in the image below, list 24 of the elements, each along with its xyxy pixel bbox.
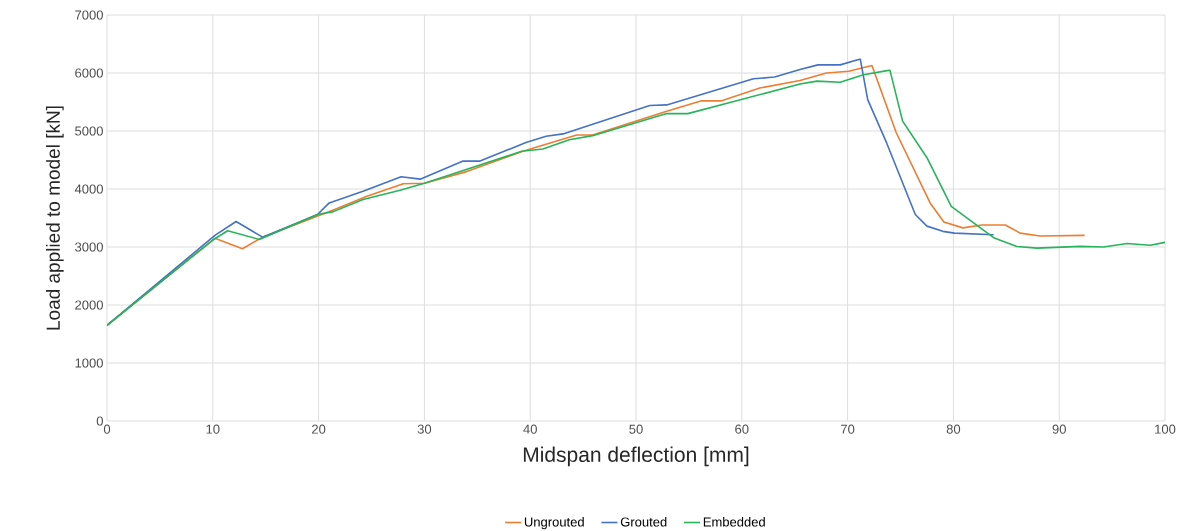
y-tick-label: 1000 xyxy=(75,358,103,368)
y-tick-label: 7000 xyxy=(75,10,103,20)
x-tick-label: 40 xyxy=(523,424,537,434)
y-tick-label: 5000 xyxy=(75,126,103,136)
x-tick-label: 60 xyxy=(735,424,749,434)
x-tick-label: 100 xyxy=(1155,424,1176,434)
x-tick-label: 70 xyxy=(841,424,855,434)
y-tick-label: 6000 xyxy=(75,68,103,78)
x-tick-label: 80 xyxy=(946,424,961,434)
legend-label: Embedded xyxy=(703,517,765,527)
x-tick-label: 50 xyxy=(629,424,643,434)
x-tick-label: 20 xyxy=(312,424,326,434)
legend-label: Grouted xyxy=(620,517,667,527)
legend-label: Ungrouted xyxy=(524,517,584,530)
y-axis-title: Load applied to model [kN] xyxy=(45,106,64,330)
x-tick-label: 90 xyxy=(1052,424,1066,434)
x-tick-label: 0 xyxy=(103,424,111,434)
y-tick-label: 3000 xyxy=(75,242,103,252)
y-tick-label: 0 xyxy=(96,416,103,426)
x-tick-label: 30 xyxy=(417,424,432,434)
x-axis-title: Midspan deflection [mm] xyxy=(523,446,749,467)
y-tick-label: 2000 xyxy=(75,300,103,310)
y-tick-label: 4000 xyxy=(74,184,103,194)
x-tick-label: 10 xyxy=(206,424,220,434)
